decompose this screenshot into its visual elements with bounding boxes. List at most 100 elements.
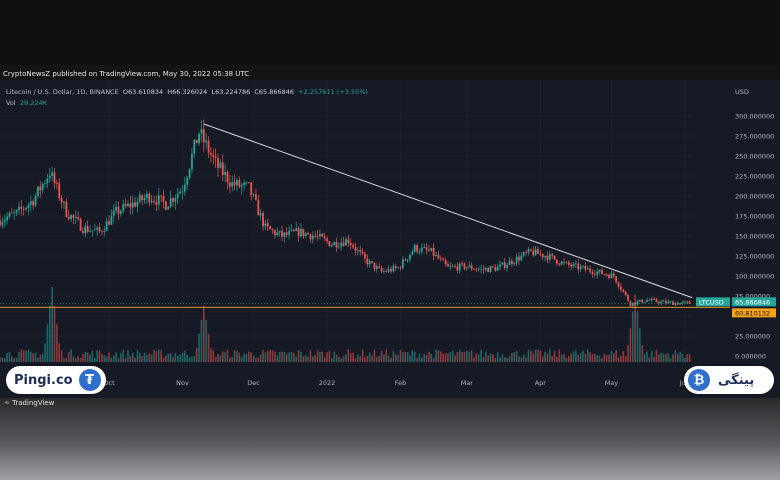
candle-body	[72, 215, 75, 218]
candle-body	[283, 232, 286, 237]
volume-bar	[397, 354, 399, 362]
volume-bar	[219, 354, 222, 362]
volume-bar	[425, 355, 428, 362]
candle-body	[368, 261, 371, 265]
volume-bar	[148, 353, 151, 362]
volume-bar	[463, 351, 466, 362]
candle-body	[233, 182, 236, 186]
volume-bar	[255, 357, 257, 362]
candle-body	[6, 216, 9, 221]
support-tag-bg	[732, 308, 776, 318]
candle-body	[620, 286, 622, 290]
volume-bar	[39, 355, 42, 362]
volume-bar	[549, 349, 551, 362]
candle-body	[605, 274, 608, 276]
volume-bar	[32, 353, 34, 362]
candle-body	[484, 268, 487, 270]
time-axis-label: Apr	[535, 379, 547, 387]
candle-body	[586, 268, 589, 270]
candle-body	[686, 301, 689, 303]
candle-body	[162, 196, 165, 202]
candle-body	[423, 247, 426, 248]
candle-body	[468, 265, 471, 268]
candle-body	[176, 193, 179, 199]
price-tick-label: 150.000000	[735, 233, 774, 241]
candle-body	[27, 204, 30, 208]
volume-bar	[646, 351, 648, 362]
price-tick-label: 125.000000	[735, 253, 774, 261]
candle-body	[195, 139, 198, 144]
volume-bar	[605, 355, 608, 362]
volume-bar	[278, 352, 281, 362]
candle-body	[262, 213, 264, 227]
candle-body	[548, 254, 551, 260]
candle-body	[65, 201, 68, 217]
candle-body	[60, 198, 63, 203]
volume-bar	[91, 350, 94, 362]
candle-body	[44, 183, 46, 184]
volume-bar	[617, 357, 620, 362]
candle-body	[525, 252, 528, 254]
time-axis-label: May	[605, 379, 619, 387]
candle-body	[577, 263, 580, 270]
candle-body	[41, 183, 44, 191]
volume-bar	[413, 351, 416, 362]
volume-bar	[553, 350, 556, 362]
candle-body	[29, 201, 32, 205]
volume-bar	[373, 349, 376, 362]
candle-body	[508, 260, 511, 266]
volume-bar	[167, 353, 170, 362]
candle-body	[584, 265, 587, 270]
candle-body	[447, 264, 449, 267]
volume-bar	[560, 354, 563, 362]
price-tick-label: 275.000000	[735, 133, 774, 141]
candle-body	[82, 230, 84, 234]
candle-body	[285, 232, 288, 235]
price-chart[interactable]: 300.000000 275.000000 250.000000 225.000000…	[0, 80, 780, 398]
candle-body	[112, 210, 115, 216]
volume-bar	[58, 343, 61, 362]
volume-bar	[477, 354, 480, 362]
symbol-tag: LTCUSD	[699, 298, 724, 306]
volume-bar	[556, 356, 558, 362]
candle-body	[98, 227, 101, 232]
candle-body	[129, 203, 132, 208]
candle-body	[603, 274, 606, 275]
candle-body	[636, 301, 639, 305]
volume-bar	[501, 354, 504, 362]
volume-bar	[231, 357, 234, 362]
volume-bar	[112, 355, 115, 362]
volume-bar	[456, 352, 459, 362]
volume-bar	[629, 328, 632, 362]
volume-bar	[309, 350, 312, 362]
volume-bar	[631, 311, 634, 362]
volume-bar	[238, 352, 241, 362]
candle-body	[74, 216, 77, 218]
volume-bar	[110, 357, 113, 362]
volume-legend: Vol 29.224K	[6, 99, 47, 107]
time-axis-label: Feb	[395, 379, 407, 387]
candle-body	[8, 212, 11, 217]
candle-body	[155, 201, 158, 205]
candle-body	[93, 229, 96, 231]
candle-body	[269, 226, 272, 230]
candle-body	[520, 255, 523, 261]
volume-bar	[612, 353, 615, 362]
volume-bar	[245, 354, 248, 362]
volume-bar	[141, 355, 143, 362]
candle-body	[380, 267, 383, 272]
volume-bar	[25, 350, 27, 362]
candle-body	[399, 267, 402, 269]
volume-bar	[620, 356, 622, 362]
volume-bar	[174, 353, 177, 362]
volume-bar	[598, 355, 601, 362]
candle-body	[172, 198, 174, 202]
volume-bar	[319, 351, 321, 362]
volume-bar	[290, 351, 293, 362]
candle-body	[622, 289, 625, 292]
legend-close: C65.866846	[254, 88, 295, 96]
candle-body	[437, 254, 440, 259]
candle-body	[596, 271, 599, 275]
volume-bar	[53, 305, 56, 362]
candle-body	[240, 185, 243, 187]
